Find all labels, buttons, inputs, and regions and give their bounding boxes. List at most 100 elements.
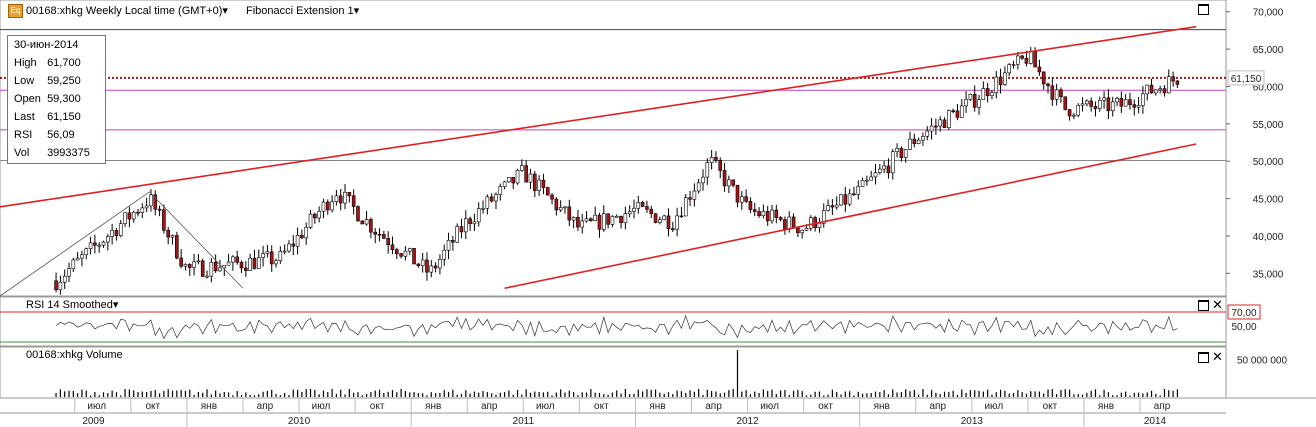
candle-body (498, 186, 503, 195)
candle-body (403, 250, 408, 257)
candle-body (390, 244, 395, 250)
candle-body (489, 196, 494, 202)
candle-body (886, 165, 891, 174)
month-label: апр (257, 401, 274, 412)
rsi-tick-label: 70,00 (1231, 308, 1256, 319)
close-icon[interactable]: ✕ (1212, 349, 1223, 364)
volume-panel-frame (0, 346, 1227, 399)
candle-body (166, 230, 171, 238)
candle-body (123, 212, 127, 225)
candle-body (175, 235, 179, 259)
candle-body (1007, 64, 1012, 74)
candle-body (869, 176, 873, 181)
candle-body (589, 218, 593, 222)
candle-body (196, 260, 201, 263)
y-tick-label: 50,000 (1253, 157, 1284, 168)
candle-body (71, 259, 76, 269)
close-icon[interactable]: ✕ (1212, 297, 1223, 312)
candle-body (1046, 83, 1050, 87)
candle-body (727, 179, 731, 187)
maximize-icon[interactable] (1198, 300, 1209, 311)
month-label: апр (929, 401, 946, 412)
candle-body (951, 110, 955, 112)
volume-tick-label: 50 000 000 (1237, 356, 1287, 367)
candle-body (304, 227, 309, 239)
candle-body (1123, 99, 1128, 107)
candle-body (679, 215, 684, 218)
candle-body (558, 207, 563, 211)
month-label: окт (370, 401, 385, 412)
month-label: окт (1043, 401, 1058, 412)
candle-body (507, 177, 511, 183)
candle-body (830, 205, 835, 208)
candle-body (420, 259, 425, 266)
candle-body (218, 267, 222, 272)
trendline-upper-channel (0, 25, 1197, 208)
y-tick-label: 60,000 (1253, 82, 1284, 93)
candle-body (239, 262, 244, 269)
chevron-down-icon[interactable]: ▾ (222, 5, 228, 17)
candle-body (1028, 51, 1033, 64)
candle-body (399, 253, 403, 257)
candle-body (675, 215, 679, 230)
rsi-panel-frame (0, 296, 1227, 347)
candle-body (1059, 89, 1063, 98)
candle-body (606, 213, 610, 225)
candle-body (1136, 105, 1141, 108)
year-label: 2013 (961, 416, 984, 427)
month-label: янв (649, 401, 665, 412)
candle-body (761, 211, 766, 217)
year-label: 2012 (736, 416, 759, 427)
candle-body (343, 191, 347, 204)
maximize-icon[interactable] (1198, 4, 1209, 15)
month-label: апр (481, 401, 498, 412)
candle-body (62, 275, 67, 283)
candle-body (386, 238, 390, 246)
candle-body (1011, 64, 1016, 66)
year-label: 2009 (82, 416, 105, 427)
candle-body (463, 218, 468, 233)
candle-body (321, 201, 326, 212)
candle-body (317, 211, 321, 219)
rsi-title-text[interactable]: RSI 14 Smoothed (26, 299, 113, 311)
chevron-down-icon[interactable]: ▾ (112, 299, 119, 311)
candle-body (118, 223, 123, 236)
chart-header: 00168:xhkg Weekly Local time (GMT+0)▾ Fi… (26, 4, 359, 17)
month-label: апр (1154, 401, 1171, 412)
candle-body (593, 214, 597, 222)
candle-body (425, 259, 429, 273)
y-tick-label: 45,000 (1253, 195, 1284, 206)
candle-body (382, 234, 386, 239)
candle-body (300, 234, 304, 239)
chevron-down-icon[interactable]: ▾ (353, 5, 360, 17)
candle-body (351, 195, 356, 207)
candle-body (136, 211, 140, 214)
instrument-icon: Eq (8, 4, 23, 18)
candle-body (614, 216, 619, 218)
maximize-icon[interactable] (1198, 352, 1209, 363)
info-row-last: Last 61,150 (14, 111, 81, 123)
symbol-title[interactable]: 00168:xhkg Weekly Local time (GMT+0) (26, 5, 223, 17)
candle-body (532, 173, 537, 191)
candle-body (731, 179, 735, 186)
candle-body (179, 257, 183, 267)
candle-body (942, 119, 947, 128)
info-row-rsi: RSI 56,09 (14, 129, 75, 141)
candle-body (200, 260, 205, 277)
candle-body (149, 194, 153, 207)
study-title[interactable]: Fibonacci Extension 1 (246, 5, 354, 17)
candle-body (1119, 98, 1124, 107)
candle-body (265, 251, 270, 254)
candle-body (947, 110, 951, 128)
candle-body (998, 76, 1003, 85)
candle-body (356, 206, 360, 222)
candle-body (1145, 84, 1150, 95)
info-label: Vol (14, 147, 30, 159)
candle-body (908, 138, 912, 150)
candle-body (101, 241, 106, 246)
candle-body (653, 213, 658, 223)
rsi-panel-title[interactable]: RSI 14 Smoothed▾ (26, 298, 119, 311)
candle-body (93, 242, 97, 246)
candle-body (899, 148, 904, 158)
